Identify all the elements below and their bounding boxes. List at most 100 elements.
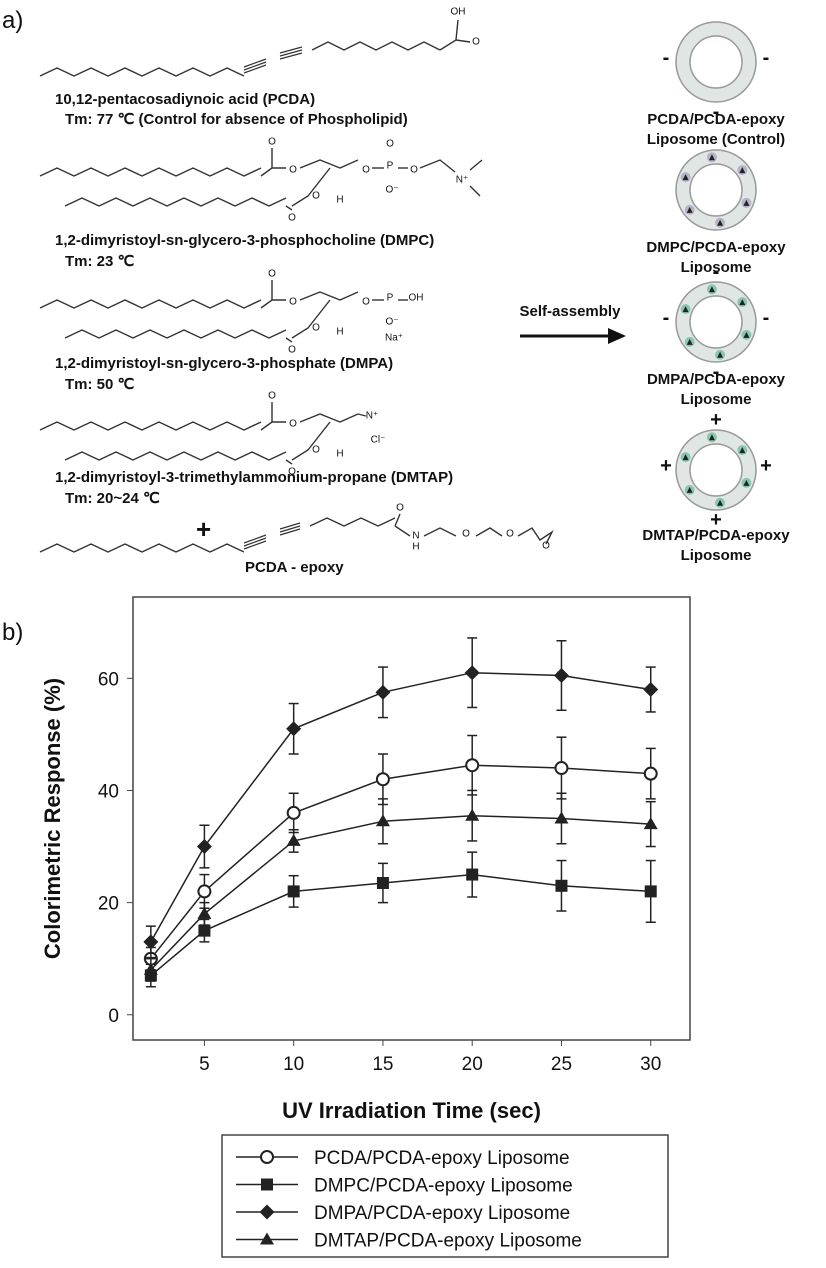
liposome-label: DMPA/PCDA-epoxy [647,371,786,388]
bond [39,167,262,177]
marker [287,885,300,898]
atom: O [542,541,550,552]
marker [465,808,480,821]
bond [394,513,401,527]
charge: + [710,509,722,531]
bond [260,167,286,177]
marker [376,876,389,889]
molecule-tm: Tm: 50 ℃ [65,376,135,393]
bond [39,421,262,431]
lipid-head [739,299,746,306]
legend-label: DMTAP/PCDA-epoxy Liposome [314,1231,582,1252]
liposome-inner [689,163,743,217]
charge: - [713,101,720,123]
lipid-head [739,167,746,174]
atom: O [289,419,297,430]
bond [309,517,396,527]
molecule-tm: Tm: 20~24 ℃ [65,490,160,507]
y-tick-label: 0 [108,1006,119,1027]
series-line [150,764,651,960]
lipid-head [717,499,724,506]
bond [299,159,359,169]
bond [419,159,456,173]
bond [64,451,287,461]
charge: - [713,261,720,283]
atom: O [462,529,470,540]
marker [286,805,301,820]
charge: - [713,361,720,383]
y-tick-label: 60 [98,669,119,690]
y-tick-label: 40 [98,781,119,802]
marker [259,1204,275,1220]
legend-frame [221,1134,669,1258]
charge: + [760,455,772,477]
marker [375,772,390,787]
chart: 0 20 40 60 5 10 15 20 25 30 UV Irradiation Time (s… [40,596,691,1258]
molecule-name: PCDA - epoxy [245,559,344,576]
atom: O [288,467,296,478]
triple-bond [279,528,301,536]
atom: H [336,449,343,460]
marker [197,906,212,919]
liposome-label: PCDA/PCDA-epoxy [647,111,785,128]
atom: N⁺ [366,411,379,422]
molecule-tm: Tm: 23 ℃ [65,253,135,270]
liposome-inner [689,295,743,349]
marker [375,814,390,827]
atom: O [362,297,370,308]
bond [291,421,331,461]
atom: OH [451,7,466,18]
legend-label: DMPA/PCDA-epoxy Liposome [314,1203,570,1224]
atom: O [288,345,296,356]
atom: N [412,531,419,542]
series-line [150,814,651,971]
marker [197,884,212,899]
marker [466,868,479,881]
lipid-head [682,454,689,461]
atom: O [268,269,276,280]
atom: O [386,139,394,150]
bond [475,527,503,537]
molecule-name: 10,12-pentacosadiynoic acid (PCDA) [55,91,315,108]
triple-bond [243,64,267,74]
marker [196,839,212,855]
bond [517,527,554,545]
charge: - [763,47,770,69]
charge: - [663,47,670,69]
atom: O [410,165,418,176]
molecule-name: 1,2-dimyristoyl-sn-glycero-3-phosphate (… [55,355,393,372]
bond [39,67,245,77]
triple-bond [243,537,267,547]
atom: O⁻ [385,317,398,328]
atom: O [312,323,320,334]
y-tick-label: 20 [98,894,119,915]
marker [644,885,657,898]
legend-label: DMPC/PCDA-epoxy Liposome [314,1176,573,1197]
bond [39,299,262,309]
atom: O [362,165,370,176]
bond [64,197,287,207]
marker [286,721,302,737]
marker [143,962,158,975]
liposome-label: DMPC/PCDA-epoxy [646,239,786,256]
x-tick-label: 25 [551,1054,572,1075]
structures [39,19,554,553]
triple-bond [279,49,303,57]
molecule-tm: Tm: 77 ℃ (Control for absence of Phospho… [65,111,408,128]
lipid-head [686,338,693,345]
liposome-inner [689,35,743,89]
atom: H [412,542,419,553]
marker [260,1232,274,1245]
bond [469,185,481,197]
charge: + [710,409,722,431]
arrow-head [608,328,626,344]
lipid-head [743,479,750,486]
lipid-head [682,306,689,313]
marker [643,682,659,698]
y-axis-title: Colorimetric Response (%) [40,678,65,959]
lipid-head [686,486,693,493]
charge: - [763,307,770,329]
